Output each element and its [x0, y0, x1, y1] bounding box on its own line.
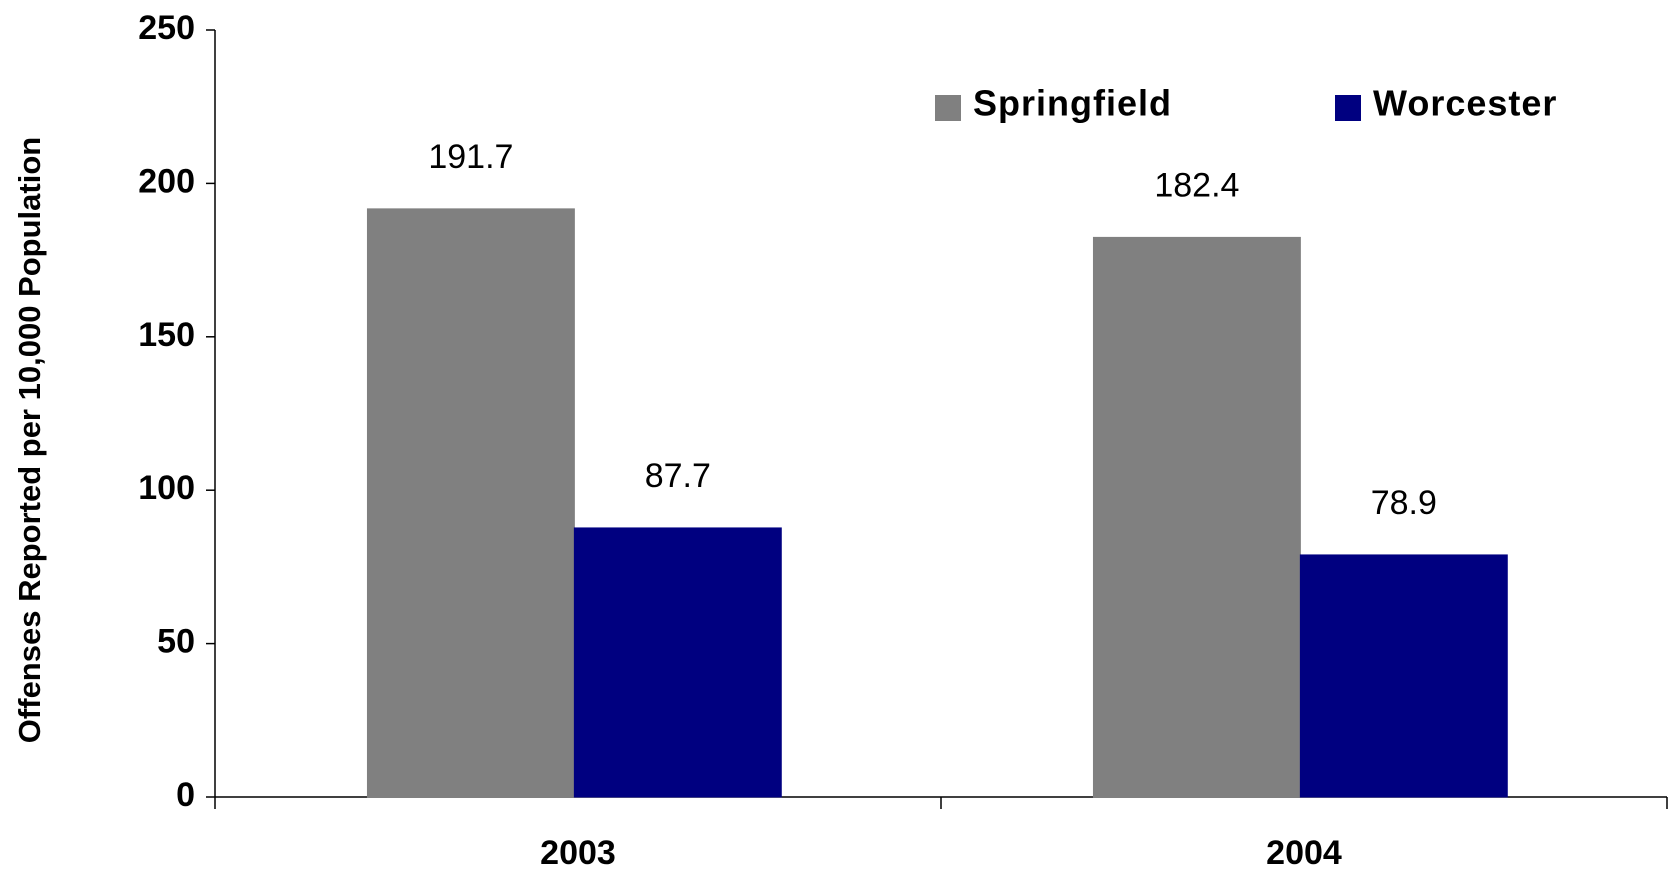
- legend-label: Worcester: [1373, 83, 1557, 124]
- y-tick-label: 0: [176, 776, 195, 814]
- value-label: 87.7: [645, 457, 711, 495]
- y-tick-label: 100: [138, 469, 195, 507]
- y-tick-label: 50: [157, 623, 195, 661]
- y-axis-title: Offenses Reported per 10,000 Population: [12, 137, 47, 743]
- y-tick-label: 250: [138, 9, 195, 47]
- bar: [366, 208, 575, 798]
- bar: [1299, 554, 1508, 798]
- value-label: 182.4: [1154, 166, 1239, 204]
- bar: [1092, 236, 1301, 798]
- legend-swatch: [1335, 95, 1361, 121]
- y-tick-label: 200: [138, 162, 195, 200]
- value-label: 191.7: [428, 138, 513, 176]
- x-tick-label: 2004: [1266, 834, 1342, 872]
- y-tick-label: 150: [138, 316, 195, 354]
- bar: [573, 527, 782, 798]
- value-label: 78.9: [1371, 484, 1437, 522]
- legend-label: Springfield: [973, 83, 1172, 124]
- legend-swatch: [935, 95, 961, 121]
- x-tick-label: 2003: [540, 834, 616, 872]
